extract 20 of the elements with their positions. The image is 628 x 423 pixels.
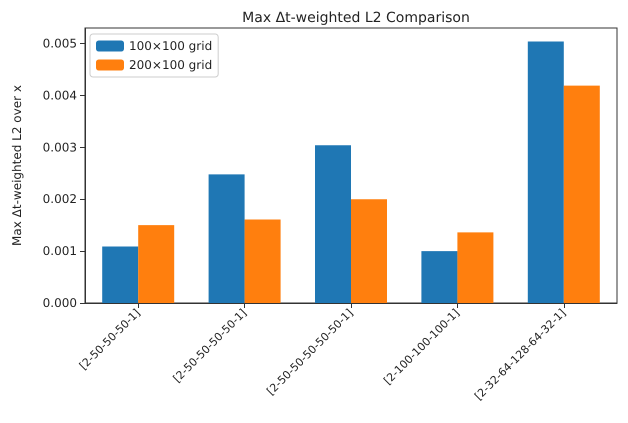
legend-label: 200×100 grid	[129, 58, 212, 72]
y-tick-label: 0.004	[42, 88, 77, 102]
y-tick-label: 0.003	[42, 140, 77, 154]
bar	[315, 145, 351, 303]
y-tick-label: 0.001	[42, 244, 77, 258]
bar	[457, 232, 494, 303]
y-tick-label: 0.005	[42, 36, 77, 51]
y-tick-label: 0.000	[42, 296, 77, 310]
bar	[528, 41, 564, 303]
y-tick-label: 0.002	[42, 192, 77, 206]
bar	[351, 199, 387, 303]
y-axis-title: Max Δt-weighted L2 over x	[10, 85, 24, 246]
bar	[564, 86, 600, 303]
bar	[138, 225, 174, 303]
bar	[421, 251, 458, 303]
chart-title: Max Δt-weighted L2 Comparison	[242, 10, 470, 26]
bar	[208, 174, 245, 303]
bar	[244, 219, 281, 303]
bar	[102, 246, 138, 303]
legend-label: 100×100 grid	[129, 39, 212, 53]
